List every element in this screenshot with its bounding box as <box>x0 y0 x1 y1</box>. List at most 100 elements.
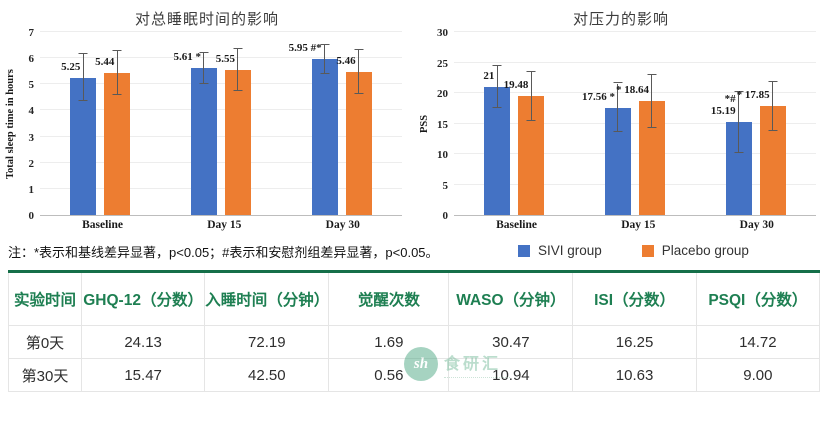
bar-group: 5.95 #* 5.46 <box>289 42 372 215</box>
table-header-cell: 觉醒次数 <box>328 271 450 326</box>
chart-title: 对压力的影响 <box>572 11 669 28</box>
table-header-cell: GHQ-12（分数） <box>80 271 206 326</box>
bar-sivi-group: *# 15.19 <box>711 90 752 215</box>
bar-placebo-group: 19.48 <box>504 70 545 215</box>
error-bar-cap <box>320 72 330 74</box>
y-tick-label: 7 <box>28 27 35 39</box>
gridline <box>454 61 816 63</box>
table-cell: 10.94 <box>448 358 574 392</box>
bar-group: 5.61 * 5.55 <box>173 48 251 215</box>
legend-item-sivi: SIVI group <box>518 243 602 258</box>
error-bar <box>203 52 205 85</box>
significance-note: 注：*表示和基线差异显著，p<0.05；#表示和安慰剂组差异显著，p<0.05。 <box>8 245 439 260</box>
error-bar-cap <box>613 131 623 133</box>
error-bar-cap <box>647 126 657 128</box>
error-bar-cap <box>613 82 623 84</box>
y-tick-label: 25 <box>437 57 448 70</box>
error-bar <box>651 75 653 128</box>
error-bar-cap <box>768 80 778 82</box>
bar-group: *# 15.19 * 17.85 <box>711 80 786 215</box>
y-tick-label: 0 <box>28 210 35 222</box>
y-tick-label: 2 <box>28 157 35 170</box>
bar-placebo-group: 5.46 <box>336 49 372 215</box>
error-bar <box>324 45 326 74</box>
error-bar <box>358 50 360 95</box>
value-label: 5.55 <box>215 52 235 65</box>
table-cell: 0.56 <box>328 358 450 392</box>
table-row: 实验时间 GHQ-12（分数） 入睡时间（分钟） 觉醒次数 WASO（分钟） ISI（分数… <box>8 271 821 326</box>
error-bar-cap <box>78 100 88 102</box>
table-row: 第30天 15.47 42.50 0.56 10.94 10.63 9.00 <box>8 358 821 392</box>
bar-group: 5.25 5.44 <box>61 49 131 215</box>
table-cell: 第30天 <box>8 358 82 392</box>
error-bar <box>237 49 239 91</box>
plot-area: 0 5 10 15 20 25 30 21 19.48 17.56 * * 18.64 *# 15.1… <box>437 27 816 222</box>
plot-area: 0 1 2 3 4 5 6 7 5.25 5.44 5.61 * 5.55 5.95 #* 5.46 <box>29 27 402 222</box>
error-bar-cap <box>199 83 209 85</box>
y-tick-label: 20 <box>437 88 448 100</box>
error-bar-cap <box>78 53 88 55</box>
chart-title: 对总睡眠时间的影响 <box>134 11 279 28</box>
bar-groups: 5.25 5.44 5.61 * 5.55 5.95 #* 5.46 <box>40 32 402 215</box>
value-label: 5.46 <box>336 55 356 68</box>
x-tick-label: Day 30 <box>325 219 360 231</box>
bar-placebo-group: * 18.64 <box>616 74 665 215</box>
table-cell: 72.19 <box>204 325 330 359</box>
gridline <box>454 122 816 124</box>
error-bar <box>496 65 498 109</box>
error-bar-cap <box>734 90 744 92</box>
error-bar-cap <box>320 44 330 46</box>
stress-pss-chart: 对压力的影响 PSS 0 5 10 15 20 25 30 21 19.48 17.56 * * 1… <box>414 0 828 236</box>
y-tick-label: 4 <box>28 105 35 118</box>
table-cell: 15.47 <box>80 358 206 392</box>
x-axis: Baseline Day 15 Day 30 <box>40 219 402 231</box>
value-label: 5.44 <box>95 55 115 68</box>
error-bar <box>772 81 774 131</box>
value-label: 5.25 <box>61 60 81 73</box>
y-tick-label: 5 <box>28 79 35 92</box>
bar-groups: 21 19.48 17.56 * * 18.64 *# 15.19 * 17.85 <box>454 32 816 215</box>
error-bar-cap <box>112 49 122 51</box>
gridline <box>40 57 402 59</box>
gridline <box>454 31 816 32</box>
error-bar <box>738 91 740 153</box>
value-label: 21 <box>483 69 495 82</box>
value-label: * 17.85 <box>736 89 770 102</box>
table-header-cell: WASO（分钟） <box>448 271 574 326</box>
error-bar-cap <box>768 129 778 131</box>
error-bar-cap <box>354 93 364 95</box>
value-label: 5.95 #* <box>288 42 322 55</box>
table-cell: 14.72 <box>695 325 821 359</box>
table-cell: 1.69 <box>328 325 450 359</box>
y-tick-label: 10 <box>437 149 448 161</box>
table-cell: 10.63 <box>572 358 697 392</box>
legend-label: SIVI group <box>538 243 602 258</box>
bar-sivi-group: 17.56 * <box>582 82 631 215</box>
error-bar-cap <box>233 89 243 91</box>
x-axis: Baseline Day 15 Day 30 <box>454 219 816 231</box>
y-tick-label: 5 <box>442 179 449 192</box>
table-row: 第0天 24.13 72.19 1.69 30.47 16.25 14.72 <box>8 325 821 359</box>
error-bar <box>116 50 118 96</box>
y-tick-label: 0 <box>442 210 449 222</box>
gridline <box>40 187 402 189</box>
value-label: *# 15.19 <box>710 93 736 118</box>
error-bar-cap <box>199 51 209 53</box>
bar-sivi-group: 21 <box>483 64 511 215</box>
value-label: 17.56 * <box>581 90 615 103</box>
error-bar-cap <box>647 74 657 76</box>
error-bar <box>82 54 84 102</box>
gridline <box>40 109 402 111</box>
table-body: 第0天 24.13 72.19 1.69 30.47 16.25 14.72 第30天 15.4… <box>8 325 821 392</box>
sivi-swatch-icon <box>518 244 530 257</box>
bar-sivi-group: 5.61 * <box>173 51 217 215</box>
table-header-cell: 实验时间 <box>8 271 82 326</box>
bar-placebo-group: 5.55 <box>216 48 251 215</box>
table-cell: 9.00 <box>695 358 821 392</box>
y-tick-label: 3 <box>28 131 35 144</box>
chart-legend: SIVI group Placebo group <box>518 243 749 258</box>
x-tick-label: Baseline <box>496 219 537 231</box>
y-tick-label: 30 <box>437 27 448 39</box>
